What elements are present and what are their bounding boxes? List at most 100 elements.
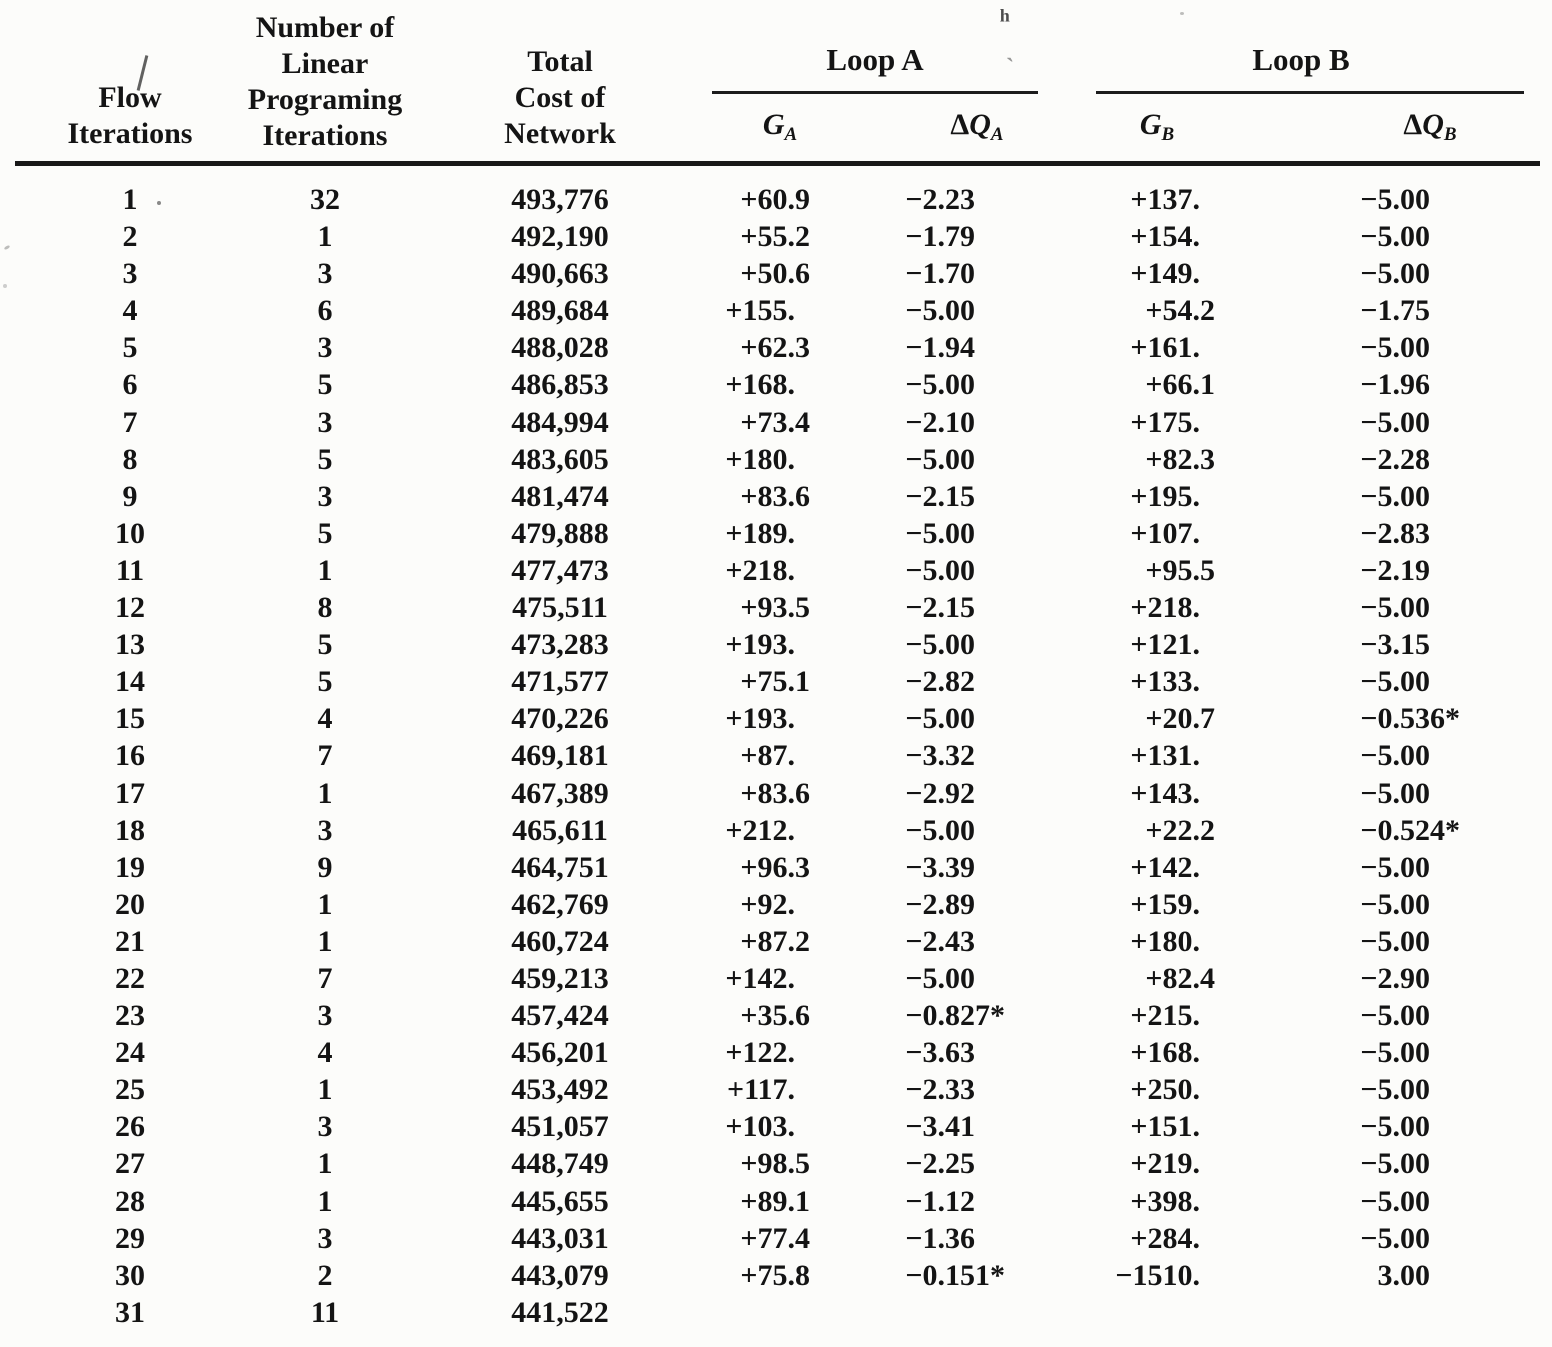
cell-delta-qb: −5. 00 — [1360, 776, 1430, 810]
table-row: 12 8 475,511 +93. 5 −2. 15 +218. −5. 00 — [30, 589, 1552, 626]
cell-ga: +122. — [725, 1036, 795, 1070]
cell-total-cost: 441,522 — [511, 1295, 609, 1329]
cell-flow-iteration: 22 — [115, 961, 145, 995]
table-row: 14 5 471,577 +75. 1 −2. 82 +133. −5. 00 — [30, 663, 1552, 700]
cell-delta-qb: −5. 00 — [1360, 1147, 1430, 1181]
table-row: 23 3 457,424 +35. 6 −0. 827* +215. −5. 00 — [30, 997, 1552, 1034]
cell-total-cost: 475,511 — [512, 591, 608, 625]
cell-lp-iterations: 3 — [317, 813, 333, 847]
cell-total-cost: 467,389 — [511, 776, 609, 810]
cell-gb: +107. — [1130, 516, 1200, 550]
cell-delta-qb: −0. 524* — [1360, 813, 1460, 847]
cell-total-cost: 465,611 — [512, 813, 608, 847]
cell-flow-iteration: 31 — [115, 1295, 145, 1329]
table-row: 7 3 484,994 +73. 4 −2. 10 +175. −5. 00 — [30, 404, 1552, 441]
cell-delta-qb: −5. 00 — [1360, 479, 1430, 513]
cell-delta-qa: −5. 00 — [905, 961, 975, 995]
table-header: Flow Iterations Number of Linear Program… — [0, 0, 1552, 160]
cell-delta-qb: −2. 83 — [1360, 516, 1430, 550]
cell-delta-qa: −2. 33 — [905, 1073, 975, 1107]
table-row: 18 3 465,611 +212. −5. 00 +22. 2 −0. 524* — [30, 812, 1552, 849]
cell-ga: +155. — [725, 294, 795, 328]
cell-delta-qa: −2. 23 — [905, 183, 975, 216]
cell-gb: +195. — [1130, 479, 1200, 513]
cell-flow-iteration: 1 — [122, 183, 138, 216]
cell-lp-iterations: 9 — [317, 850, 333, 884]
cell-gb: +66. 1 — [1145, 368, 1215, 402]
cell-total-cost: 448,749 — [511, 1147, 609, 1181]
cell-delta-qa: −5. 00 — [905, 628, 975, 662]
cell-delta-qb: −5. 00 — [1360, 924, 1430, 958]
cell-delta-qa: −2. 10 — [905, 405, 975, 439]
cell-delta-qb: −5. 00 — [1360, 1221, 1430, 1255]
header-flow-iterations: Flow Iterations — [67, 81, 193, 150]
cell-total-cost: 462,769 — [511, 887, 609, 921]
cell-flow-iteration: 15 — [115, 702, 145, 736]
loop-b-title: Loop B — [1252, 42, 1350, 77]
cell-flow-iteration: 18 — [115, 813, 145, 847]
cell-delta-qa: −2. 82 — [905, 665, 975, 699]
cell-delta-qa: −3. 39 — [905, 850, 975, 884]
cell-delta-qb: −5. 00 — [1360, 183, 1430, 216]
cell-total-cost: 459,213 — [511, 961, 609, 995]
cell-gb: +398. — [1130, 1184, 1200, 1218]
cell-delta-qb: −5. 00 — [1360, 591, 1430, 625]
cell-gb: +95. 5 — [1145, 553, 1215, 587]
table-row: 19 9 464,751 +96. 3 −3. 39 +142. −5. 00 — [30, 849, 1552, 886]
cell-gb: +143. — [1130, 776, 1200, 810]
cell-total-cost: 471,577 — [511, 665, 609, 699]
cell-ga: +83. 6 — [740, 776, 810, 810]
cell-lp-iterations: 4 — [317, 1036, 333, 1070]
cell-gb: +175. — [1130, 405, 1200, 439]
cell-lp-iterations: 1 — [317, 887, 333, 921]
cell-ga: +98. 5 — [740, 1147, 810, 1181]
cell-delta-qb: −1. 75 — [1360, 294, 1430, 328]
cell-flow-iteration: 27 — [115, 1147, 145, 1181]
cell-lp-iterations: 1 — [317, 220, 333, 254]
cell-delta-qa — [880, 1294, 1050, 1331]
cell-lp-iterations: 1 — [317, 776, 333, 810]
header-delta-qa: ΔQA — [950, 108, 1004, 145]
loop-a-rule — [712, 91, 1038, 94]
table-row: 17 1 467,389 +83. 6 −2. 92 +143. −5. 00 — [30, 775, 1552, 812]
cell-delta-qb: −0. 536* — [1360, 702, 1460, 736]
cell-delta-qa: −1. 70 — [905, 257, 975, 291]
cell-ga: +83. 6 — [740, 479, 810, 513]
cell-lp-iterations: 3 — [317, 999, 333, 1033]
cell-delta-qa: −5. 00 — [905, 702, 975, 736]
cell-delta-qb: −2. 90 — [1360, 961, 1430, 995]
cell-flow-iteration: 19 — [115, 850, 145, 884]
loop-b-subheaders: GB ΔQB — [1050, 94, 1552, 160]
cell-flow-iteration: 25 — [115, 1073, 145, 1107]
cell-flow-iteration: 9 — [122, 479, 138, 513]
cell-flow-iteration: 20 — [115, 887, 145, 921]
cell-total-cost: 473,283 — [511, 628, 609, 662]
cell-flow-iteration: 14 — [115, 665, 145, 699]
table-row: 5 3 488,028 +62. 3 −1. 94 +161. −5. 00 — [30, 329, 1552, 366]
cell-total-cost: 493,776 — [511, 183, 609, 216]
cell-gb: +133. — [1130, 665, 1200, 699]
table-row: 15 4 470,226 +193. −5. 00 +20. 7 −0. 536* — [30, 700, 1552, 737]
cell-total-cost: 469,181 — [511, 739, 609, 773]
table-row: 31 11 441,522 — [30, 1294, 1552, 1331]
cell-delta-qa: −2. 92 — [905, 776, 975, 810]
cell-gb: +137. — [1130, 183, 1200, 216]
cell-delta-qa: −2. 15 — [905, 479, 975, 513]
cell-gb: +149. — [1130, 257, 1200, 291]
cell-total-cost: 443,079 — [511, 1258, 609, 1292]
cell-delta-qa: −5. 00 — [905, 516, 975, 550]
cell-flow-iteration: 11 — [115, 553, 145, 587]
cell-ga: +87. — [740, 739, 795, 773]
cell-total-cost: 445,655 — [511, 1184, 609, 1218]
cell-flow-iteration: 5 — [122, 331, 138, 365]
cell-ga: +193. — [725, 628, 795, 662]
cell-gb: +219. — [1130, 1147, 1200, 1181]
cell-ga: +117. — [727, 1073, 795, 1107]
cell-flow-iteration: 26 — [115, 1110, 145, 1144]
cell-gb: +159. — [1130, 887, 1200, 921]
table-row: 4 6 489,684 +155. −5. 00 +54. 2 −1. 75 — [30, 292, 1552, 329]
cell-ga: +73. 4 — [740, 405, 810, 439]
cell-delta-qa: −1. 79 — [905, 220, 975, 254]
cell-total-cost: 492,190 — [511, 220, 609, 254]
table-row: 21 1 460,724 +87. 2 −2. 43 +180. −5. 00 — [30, 923, 1552, 960]
